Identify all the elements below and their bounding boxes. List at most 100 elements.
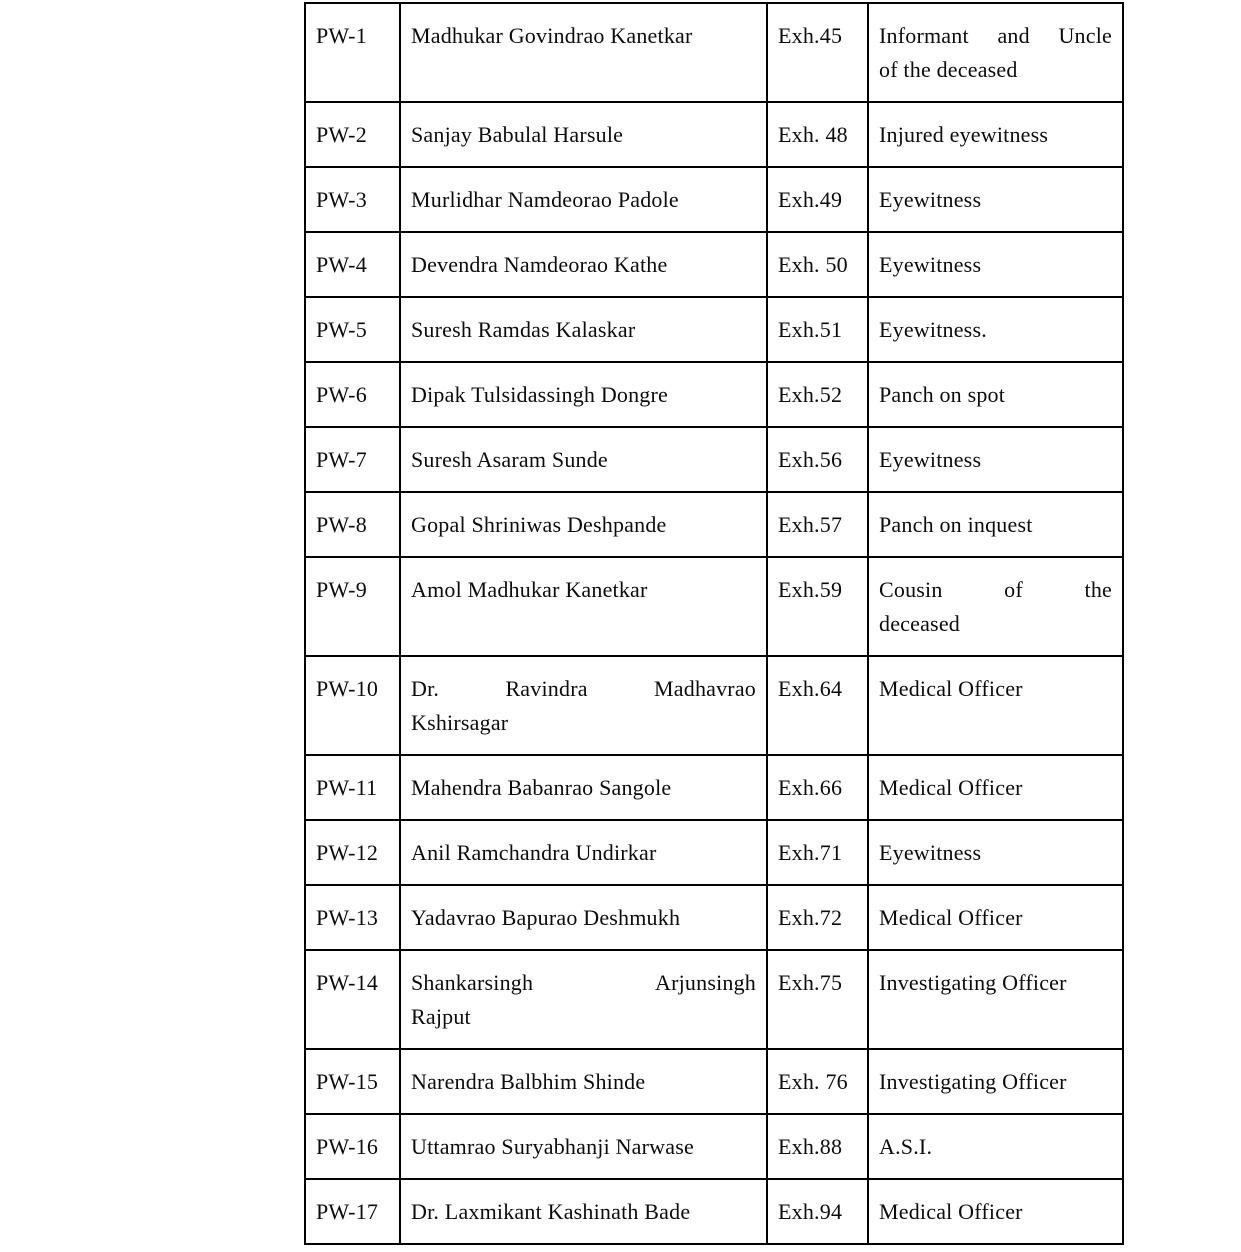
witness-role-cell: Medical Officer bbox=[867, 655, 1124, 756]
word: Shankarsingh bbox=[411, 970, 534, 995]
exhibit-number-cell: Exh.57 bbox=[766, 491, 869, 558]
table-row: PW-5 Suresh Ramdas Kalaskar Exh.51 Eyewitne… bbox=[304, 296, 1124, 363]
table-row: PW-3 Murlidhar Namdeorao Padole Exh.49 Eyew… bbox=[304, 166, 1124, 233]
witness-role-cell: Medical Officer bbox=[867, 1178, 1124, 1245]
witness-name-cell: Devendra Namdeorao Kathe bbox=[399, 231, 768, 298]
witness-role-cell: Eyewitness bbox=[867, 426, 1124, 493]
word: Madhavrao bbox=[654, 676, 756, 701]
table-row: PW-12 Anil Ramchandra Undirkar Exh.71 Eyewi… bbox=[304, 819, 1124, 886]
witness-role-cell: Panch on inquest bbox=[867, 491, 1124, 558]
witness-id-cell: PW-8 bbox=[304, 491, 401, 558]
witness-id-cell: PW-13 bbox=[304, 884, 401, 951]
cell-text-line: Yadavrao Bapurao Deshmukh bbox=[411, 905, 681, 930]
witness-role-cell: Eyewitness bbox=[867, 166, 1124, 233]
table-row: PW-6 Dipak Tulsidassingh Dongre Exh.52 Panc… bbox=[304, 361, 1124, 428]
cell-text-line: Eyewitness bbox=[879, 840, 982, 865]
table-row: PW-11 Mahendra Babanrao Sangole Exh.66 Medi… bbox=[304, 754, 1124, 821]
witness-id-cell: PW-17 bbox=[304, 1178, 401, 1245]
witness-name-cell: Mahendra Babanrao Sangole bbox=[399, 754, 768, 821]
cell-text-line: Madhukar Govindrao Kanetkar bbox=[411, 23, 693, 48]
witness-id-cell: PW-14 bbox=[304, 949, 401, 1050]
witness-role-cell: Medical Officer bbox=[867, 884, 1124, 951]
word: the bbox=[1084, 577, 1112, 602]
word: Arjunsingh bbox=[655, 970, 756, 995]
cell-text-line: Medical Officer bbox=[879, 905, 1023, 930]
cell-text-line: Informant and Uncle bbox=[879, 19, 1112, 53]
witness-id-cell: PW-1 bbox=[304, 2, 401, 103]
cell-text-line: Narendra Balbhim Shinde bbox=[411, 1069, 646, 1094]
cell-text-line: Kshirsagar bbox=[411, 710, 509, 735]
witness-id-cell: PW-9 bbox=[304, 556, 401, 657]
witness-table: PW-1 Madhukar Govindrao Kanetkar Exh.45 Inf… bbox=[304, 2, 1124, 1245]
cell-text-line: Eyewitness. bbox=[879, 317, 987, 342]
witness-role-cell: Cousin of the deceased bbox=[867, 556, 1124, 657]
cell-text-line: Eyewitness bbox=[879, 252, 982, 277]
witness-name-cell: Sanjay Babulal Harsule bbox=[399, 101, 768, 168]
witness-name-cell: Anil Ramchandra Undirkar bbox=[399, 819, 768, 886]
exhibit-number-cell: Exh.72 bbox=[766, 884, 869, 951]
witness-table-body: PW-1 Madhukar Govindrao Kanetkar Exh.45 Inf… bbox=[304, 2, 1124, 1245]
cell-text-line: deceased bbox=[879, 611, 960, 636]
witness-id-cell: PW-4 bbox=[304, 231, 401, 298]
witness-role-cell: Investigating Officer bbox=[867, 949, 1124, 1050]
cell-text-line: Cousin of the bbox=[879, 573, 1112, 607]
cell-text-line: Sanjay Babulal Harsule bbox=[411, 122, 624, 147]
word: Cousin bbox=[879, 577, 943, 602]
cell-text-line: A.S.I. bbox=[879, 1134, 933, 1159]
table-row: PW-8 Gopal Shriniwas Deshpande Exh.57 Panch… bbox=[304, 491, 1124, 558]
exhibit-number-cell: Exh.59 bbox=[766, 556, 869, 657]
witness-name-cell: Narendra Balbhim Shinde bbox=[399, 1048, 768, 1115]
witness-role-cell: Eyewitness. bbox=[867, 296, 1124, 363]
table-row: PW-1 Madhukar Govindrao Kanetkar Exh.45 Inf… bbox=[304, 2, 1124, 103]
witness-role-cell: A.S.I. bbox=[867, 1113, 1124, 1180]
table-row: PW-16 Uttamrao Suryabhanji Narwase Exh.88 A… bbox=[304, 1113, 1124, 1180]
cell-text-line: Amol Madhukar Kanetkar bbox=[411, 577, 648, 602]
witness-id-cell: PW-2 bbox=[304, 101, 401, 168]
cell-text-line: Uttamrao Suryabhanji Narwase bbox=[411, 1134, 694, 1159]
witness-name-cell: Dr. Ravindra Madhavrao Kshirsagar bbox=[399, 655, 768, 756]
witness-id-cell: PW-10 bbox=[304, 655, 401, 756]
cell-text-line: Devendra Namdeorao Kathe bbox=[411, 252, 668, 277]
witness-id-cell: PW-11 bbox=[304, 754, 401, 821]
witness-name-cell: Dipak Tulsidassingh Dongre bbox=[399, 361, 768, 428]
table-row: PW-9 Amol Madhukar Kanetkar Exh.59 Cousin of… bbox=[304, 556, 1124, 657]
table-row: PW-13 Yadavrao Bapurao Deshmukh Exh.72 Medi… bbox=[304, 884, 1124, 951]
exhibit-number-cell: Exh.88 bbox=[766, 1113, 869, 1180]
cell-text-line: Dr. Ravindra Madhavrao bbox=[411, 672, 756, 706]
word: Informant bbox=[879, 23, 969, 48]
witness-id-cell: PW-6 bbox=[304, 361, 401, 428]
witness-role-cell: Eyewitness bbox=[867, 819, 1124, 886]
witness-role-cell: Panch on spot bbox=[867, 361, 1124, 428]
cell-text-line: Mahendra Babanrao Sangole bbox=[411, 775, 672, 800]
cell-text-line: Dr. Laxmikant Kashinath Bade bbox=[411, 1199, 691, 1224]
table-row: PW-17 Dr. Laxmikant Kashinath Bade Exh.94 M… bbox=[304, 1178, 1124, 1245]
cell-text-line: Murlidhar Namdeorao Padole bbox=[411, 187, 679, 212]
exhibit-number-cell: Exh.71 bbox=[766, 819, 869, 886]
cell-text-line: Anil Ramchandra Undirkar bbox=[411, 840, 657, 865]
word: and bbox=[997, 23, 1030, 48]
exhibit-number-cell: Exh.49 bbox=[766, 166, 869, 233]
exhibit-number-cell: Exh.56 bbox=[766, 426, 869, 493]
cell-text-line: Investigating Officer bbox=[879, 1069, 1067, 1094]
cell-text-line: Rajput bbox=[411, 1004, 471, 1029]
word: Dr. bbox=[411, 676, 440, 701]
table-row: PW-2 Sanjay Babulal Harsule Exh. 48 Injured… bbox=[304, 101, 1124, 168]
cell-text-line: of the deceased bbox=[879, 57, 1018, 82]
exhibit-number-cell: Exh. 76 bbox=[766, 1048, 869, 1115]
witness-name-cell: Dr. Laxmikant Kashinath Bade bbox=[399, 1178, 768, 1245]
cell-text-line: Eyewitness bbox=[879, 447, 982, 472]
exhibit-number-cell: Exh. 50 bbox=[766, 231, 869, 298]
cell-text-line: Investigating Officer bbox=[879, 970, 1067, 995]
witness-name-cell: Uttamrao Suryabhanji Narwase bbox=[399, 1113, 768, 1180]
cell-text-line: Shankarsingh Arjunsingh bbox=[411, 966, 756, 1000]
table-row: PW-14 Shankarsingh Arjunsingh Rajput Exh.75 I… bbox=[304, 949, 1124, 1050]
cell-text-line: Injured eyewitness bbox=[879, 122, 1049, 147]
witness-name-cell: Madhukar Govindrao Kanetkar bbox=[399, 2, 768, 103]
exhibit-number-cell: Exh.64 bbox=[766, 655, 869, 756]
witness-role-cell: Informant and Uncle of the deceased bbox=[867, 2, 1124, 103]
word: Uncle bbox=[1058, 23, 1112, 48]
table-row: PW-10 Dr. Ravindra Madhavrao Kshirsagar Exh.6… bbox=[304, 655, 1124, 756]
exhibit-number-cell: Exh.51 bbox=[766, 296, 869, 363]
cell-text-line: Dipak Tulsidassingh Dongre bbox=[411, 382, 668, 407]
